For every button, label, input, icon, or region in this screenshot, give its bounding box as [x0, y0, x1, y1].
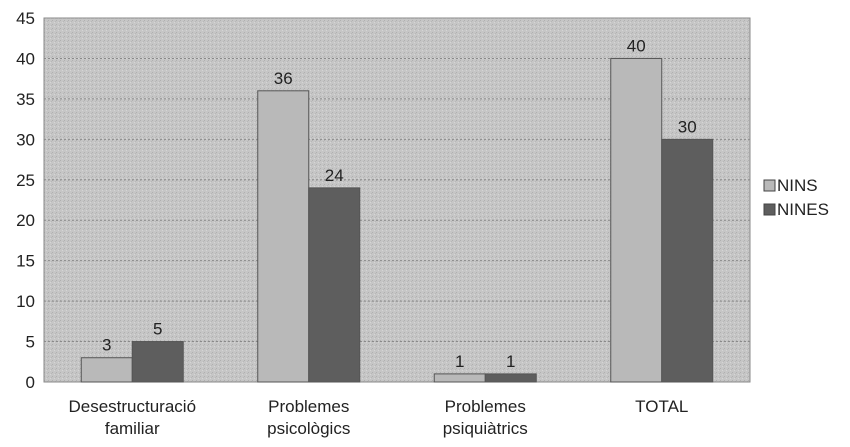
bar-nins-1: [257, 90, 310, 383]
bar-nins-2: [433, 373, 486, 383]
y-tick-label: 45: [16, 9, 35, 28]
y-tick-label: 15: [16, 252, 35, 271]
data-label: 1: [506, 352, 515, 371]
legend: NINS NINES: [763, 176, 829, 219]
x-tick-label: psicològics: [267, 419, 350, 438]
legend-swatch: [763, 203, 776, 216]
x-tick-label: TOTAL: [635, 397, 688, 416]
data-label: 30: [678, 117, 697, 136]
y-tick-label: 20: [16, 211, 35, 230]
x-tick-label: familiar: [105, 419, 160, 438]
data-labels: 3 5 36 24 1 1 40 30: [102, 36, 697, 370]
x-tick-label: Problemes: [268, 397, 349, 416]
y-tick-label: 30: [16, 130, 35, 149]
x-tick-label: Problemes: [445, 397, 526, 416]
y-tick-label: 25: [16, 171, 35, 190]
legend-label: NINES: [777, 200, 829, 219]
data-label: 5: [153, 320, 162, 339]
y-axis: 0 5 10 15 20 25 30 35 40 45: [16, 9, 35, 392]
y-tick-label: 0: [26, 373, 35, 392]
y-tick-label: 10: [16, 292, 35, 311]
legend-swatch: [763, 179, 776, 192]
data-label: 1: [455, 352, 464, 371]
bar-nines-1: [308, 187, 361, 383]
y-tick-label: 40: [16, 49, 35, 68]
bar-nines-3: [661, 138, 714, 383]
bar-nins-3: [610, 57, 663, 383]
bars: [80, 57, 714, 383]
x-tick-label: psiquiàtrics: [443, 419, 528, 438]
legend-label: NINS: [777, 176, 818, 195]
y-tick-label: 5: [26, 333, 35, 352]
data-label: 40: [627, 36, 646, 55]
bar-nins-0: [80, 357, 133, 383]
bar-nines-2: [484, 373, 537, 383]
x-tick-label: Desestructuració: [68, 397, 196, 416]
data-label: 24: [325, 166, 344, 185]
data-label: 3: [102, 336, 111, 355]
x-axis: Desestructuració familiar Problemes psicolò…: [68, 397, 688, 438]
data-label: 36: [274, 69, 293, 88]
y-tick-label: 35: [16, 90, 35, 109]
bar-nines-0: [131, 341, 184, 383]
